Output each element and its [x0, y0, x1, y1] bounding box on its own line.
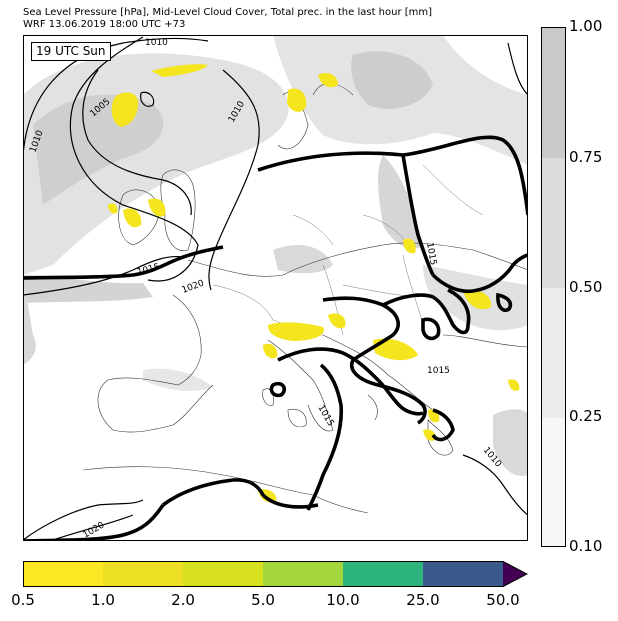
precip-color-segment	[183, 561, 263, 587]
cloud-tick-label: 0.25	[569, 407, 603, 425]
cloud-segment-low	[542, 418, 565, 546]
precip-color-segment	[263, 561, 343, 587]
cloud-cover-layer	[23, 35, 528, 476]
map-title: Sea Level Pressure [hPa], Mid-Level Clou…	[23, 7, 433, 18]
precip-tick-label: 5.0	[251, 591, 275, 609]
coastlines	[82, 83, 528, 514]
cloud-segment-high	[542, 28, 565, 158]
map-frame	[23, 35, 528, 541]
weather-map-canvas: 1010 1005 1010 1010 1015 1020 1015 1015 …	[23, 35, 528, 541]
precipitation-colorbar	[23, 561, 529, 587]
time-badge: 19 UTC Sun	[31, 42, 111, 61]
cloud-cover-colorbar	[541, 27, 566, 547]
isobar-label: 1015	[427, 366, 450, 376]
isobar-label: 1010	[145, 38, 168, 48]
precipitation-layer	[108, 64, 520, 503]
colorbar-outline	[23, 561, 529, 587]
precip-tick-label: 10.0	[326, 591, 360, 609]
precipitation-colorbar-canvas	[23, 561, 529, 587]
precip-color-segment	[103, 561, 183, 587]
precip-tick-label: 2.0	[171, 591, 195, 609]
isobar-label: 1015	[424, 242, 438, 266]
precip-color-segment	[343, 561, 423, 587]
cloud-tick-label: 0.10	[569, 537, 603, 555]
precip-color-segment	[423, 561, 503, 587]
precip-extend-arrow	[503, 561, 527, 587]
cloud-tick-label: 1.00	[569, 17, 603, 35]
precip-tick-label: 1.0	[91, 591, 115, 609]
cloud-segment-mid	[542, 288, 565, 418]
isobars-thin	[23, 36, 528, 541]
weather-map: 1010 1005 1010 1010 1015 1020 1015 1015 …	[23, 35, 528, 541]
precipitation-segments	[23, 561, 527, 587]
precip-tick-label: 0.5	[11, 591, 35, 609]
model-run-info: WRF 13.06.2019 18:00 UTC +73	[23, 19, 186, 30]
precip-color-segment	[23, 561, 103, 587]
precip-tick-label: 25.0	[406, 591, 440, 609]
cloud-segment-upper	[542, 158, 565, 288]
cloud-tick-label: 0.50	[569, 278, 603, 296]
cloud-tick-label: 0.75	[569, 148, 603, 166]
precip-tick-label: 50.0	[486, 591, 520, 609]
